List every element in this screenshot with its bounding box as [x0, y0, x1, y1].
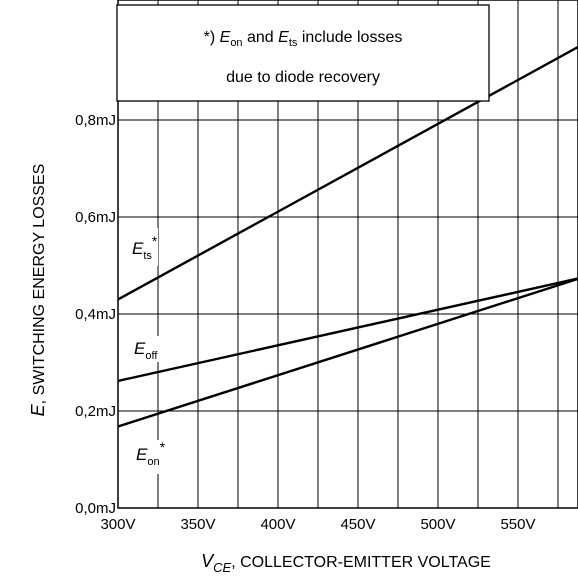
annotation-line-1: *) Eon and Ets include losses — [204, 29, 403, 49]
tick-labels: 300V 350V 400V 450V 500V 550V 0,0mJ 0,2mJ 0,4mJ 0… — [75, 112, 535, 533]
x-tick-label: 400V — [260, 516, 295, 533]
y-tick-label: 0,4mJ — [75, 306, 116, 323]
series-label-eoff: Eoff — [134, 339, 158, 362]
annotation-line-2: due to diode recovery — [226, 69, 380, 86]
annotation-box — [116, 4, 490, 102]
x-tick-label: 500V — [420, 516, 455, 533]
series-lines — [117, 45, 578, 428]
y-tick-label: 0,6mJ — [75, 209, 116, 226]
plot-frame — [117, 0, 578, 509]
x-tick-label: 550V — [500, 516, 535, 533]
series-line-off — [117, 277, 578, 383]
series-label-eon: Eon* — [136, 439, 166, 468]
y-tick-label: 0,2mJ — [75, 403, 116, 420]
series-label-ets: Ets* — [132, 233, 158, 262]
series-line-ts — [117, 45, 578, 301]
x-tick-label: 350V — [180, 516, 215, 533]
series-line-on — [117, 277, 578, 428]
y-axis-title: E, SWITCHING ENERGY LOSSES — [28, 164, 48, 417]
x-tick-label: 300V — [100, 516, 135, 533]
x-tick-label: 450V — [340, 516, 375, 533]
y-tick-label: 0,0mJ — [75, 500, 116, 517]
x-axis-title: VCE, COLLECTOR-EMITTER VOLTAGE — [201, 551, 491, 575]
y-tick-label: 0,8mJ — [75, 112, 116, 129]
